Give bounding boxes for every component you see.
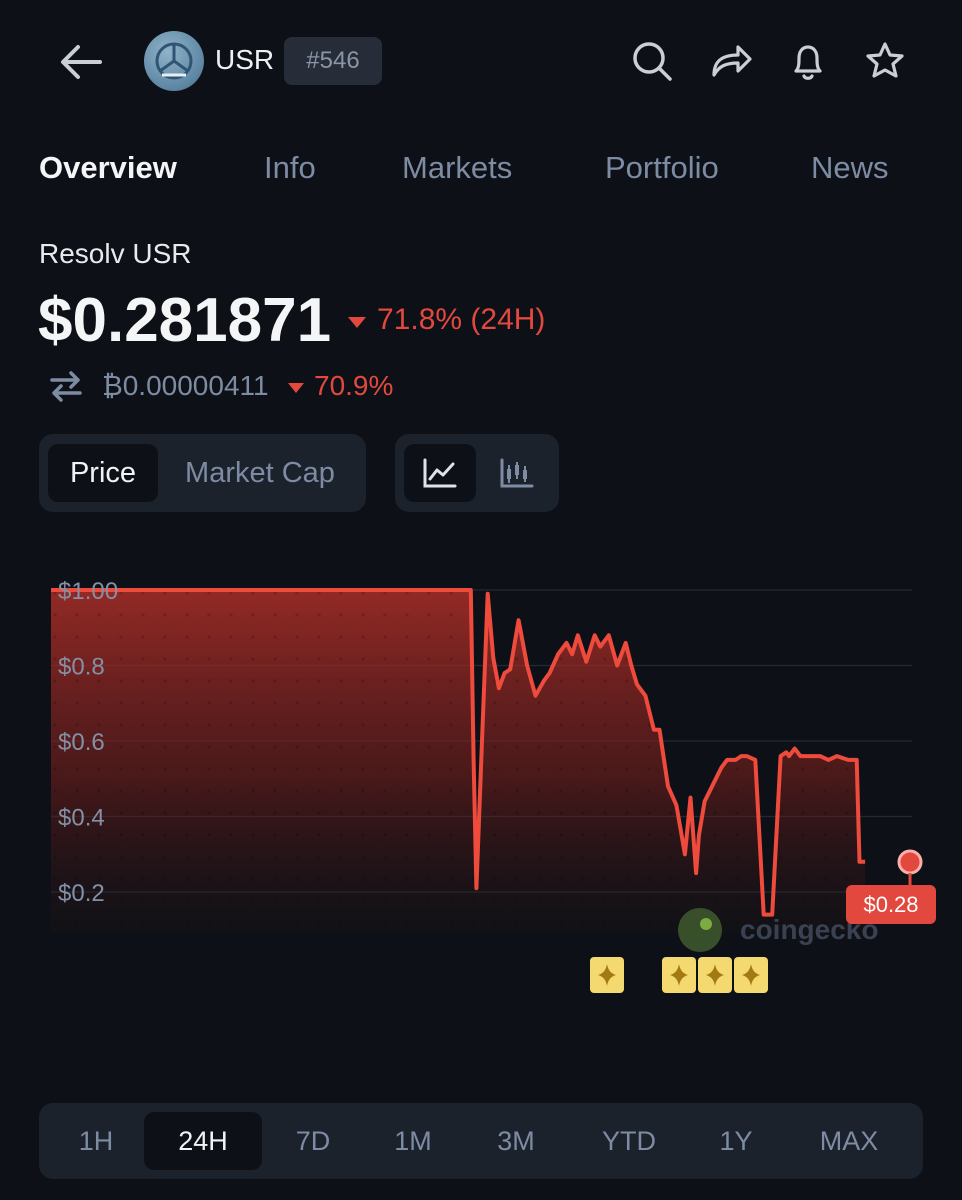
price-chart-svg[interactable]: $1.00$0.8$0.6$0.4$0.2 16:0020:0000:0004:… xyxy=(0,560,962,1040)
top-bar: USR #546 xyxy=(0,0,962,120)
current-price-badge xyxy=(846,885,936,924)
share-icon xyxy=(712,45,752,77)
sparkle-icon xyxy=(706,964,724,986)
back-button[interactable] xyxy=(52,38,108,86)
event-marker[interactable] xyxy=(734,957,768,993)
search-button[interactable] xyxy=(629,38,675,84)
price-change-24h: 71.8% (24H) xyxy=(348,303,545,337)
y-tick-label: $0.4 xyxy=(58,805,105,832)
tab-info[interactable]: Info xyxy=(264,150,316,185)
range-1y-button[interactable]: 1Y xyxy=(719,1125,753,1156)
sparkle-icon xyxy=(742,964,760,986)
event-marker[interactable] xyxy=(590,957,624,993)
price-area-dots xyxy=(51,590,866,932)
line-chart-icon xyxy=(423,458,457,488)
line-chart-button[interactable] xyxy=(404,444,476,502)
btc-price-change-value: 70.9% xyxy=(314,370,394,401)
price-marketcap-toggle: Price Market Cap xyxy=(39,434,366,512)
swap-icon[interactable] xyxy=(46,366,86,406)
bell-icon xyxy=(794,45,822,80)
section-tabs: Overview Info Markets Portfolio News xyxy=(0,138,962,198)
current-price-label: $0.28 xyxy=(863,892,918,917)
btc-price-change: 70.9% xyxy=(288,370,393,402)
tab-overview[interactable]: Overview xyxy=(39,150,177,185)
current-price: $0.281871 xyxy=(38,286,332,355)
coin-symbol: USR xyxy=(215,44,275,75)
rank-badge: #546 xyxy=(284,37,382,85)
coingecko-logo-icon xyxy=(678,908,722,952)
sparkle-icon xyxy=(598,964,616,986)
range-3m-button[interactable]: 3M xyxy=(497,1125,535,1156)
tab-portfolio[interactable]: Portfolio xyxy=(605,150,719,185)
price-chart[interactable]: $1.00$0.8$0.6$0.4$0.2 16:0020:0000:0004:… xyxy=(0,560,962,1040)
chart-area xyxy=(51,588,866,932)
price-line xyxy=(51,588,866,917)
sparkle-icon xyxy=(670,964,688,986)
search-icon xyxy=(633,42,672,81)
market-cap-toggle-button[interactable]: Market Cap xyxy=(185,456,335,489)
y-tick-label: $0.6 xyxy=(58,729,105,756)
y-tick-label: $0.8 xyxy=(58,654,105,681)
y-tick-label: $0.2 xyxy=(58,880,105,907)
candlestick-icon xyxy=(500,458,534,488)
current-price-marker: $0.28 xyxy=(846,849,936,924)
tab-news[interactable]: News xyxy=(811,150,889,185)
range-24h-button[interactable]: 24H xyxy=(144,1112,262,1170)
event-marker[interactable] xyxy=(698,957,732,993)
down-triangle-icon xyxy=(288,383,304,393)
range-max-button[interactable]: MAX xyxy=(819,1125,879,1156)
y-axis-labels: $1.00 $0.8 $0.6 $0.4 $0.2 xyxy=(58,578,118,907)
coin-logo xyxy=(144,31,204,91)
price-toggle-button[interactable]: Price xyxy=(48,444,158,502)
candlestick-chart-button[interactable] xyxy=(481,444,553,502)
time-range-selector: 1H 24H 7D 1M 3M YTD 1Y MAX xyxy=(39,1103,923,1179)
chart-type-toggle xyxy=(395,434,559,512)
coin-name: Resolv USR xyxy=(39,238,192,269)
range-1h-button[interactable]: 1H xyxy=(78,1125,114,1156)
alert-button[interactable] xyxy=(785,38,831,84)
btc-price: ₿0.00000411 xyxy=(102,370,269,401)
range-7d-button[interactable]: 7D xyxy=(295,1125,331,1156)
event-markers xyxy=(590,957,768,993)
share-button[interactable] xyxy=(707,38,753,84)
watchlist-button[interactable] xyxy=(862,38,908,84)
y-tick-label: $1.00 xyxy=(58,578,118,605)
range-ytd-button[interactable]: YTD xyxy=(602,1125,656,1156)
range-1m-button[interactable]: 1M xyxy=(394,1125,432,1156)
down-triangle-icon xyxy=(348,316,366,328)
current-price-dot xyxy=(897,849,923,875)
event-marker[interactable] xyxy=(662,957,696,993)
coingecko-logo-eye xyxy=(700,918,712,930)
price-change-24h-value: 71.8% (24H) xyxy=(377,303,546,336)
tab-markets[interactable]: Markets xyxy=(402,150,513,185)
star-icon xyxy=(866,42,904,78)
arrow-left-icon xyxy=(61,45,102,79)
